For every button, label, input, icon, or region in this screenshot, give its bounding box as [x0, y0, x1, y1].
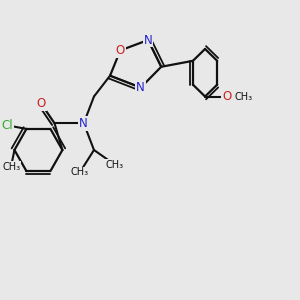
Text: N: N — [136, 81, 145, 94]
Text: CH₃: CH₃ — [2, 162, 21, 172]
Text: N: N — [144, 34, 152, 46]
Text: Cl: Cl — [2, 119, 13, 132]
Text: CH₃: CH₃ — [234, 92, 252, 101]
Text: O: O — [222, 90, 232, 103]
Text: O: O — [116, 44, 125, 57]
Text: O: O — [37, 98, 46, 110]
Text: CH₃: CH₃ — [70, 167, 88, 177]
Text: CH₃: CH₃ — [105, 160, 124, 170]
Text: N: N — [80, 117, 88, 130]
